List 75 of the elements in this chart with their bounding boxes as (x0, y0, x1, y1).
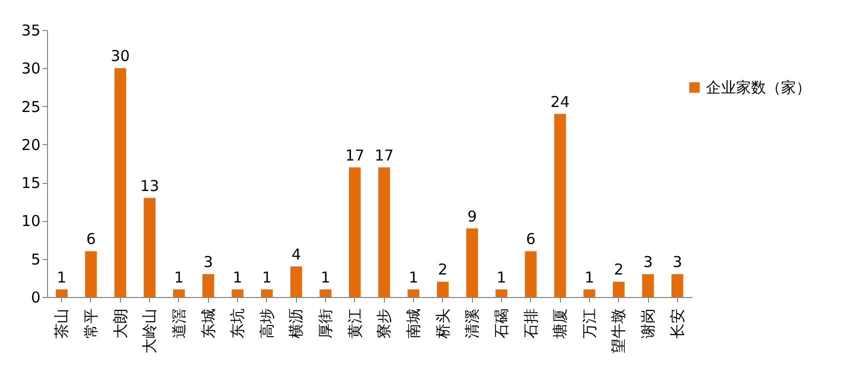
bar (144, 198, 156, 297)
data-label: 4 (291, 245, 301, 264)
x-tick-label: 寮步 (375, 308, 394, 338)
data-label: 30 (110, 47, 130, 66)
x-tick-label: 常平 (82, 308, 100, 338)
data-label: 6 (86, 230, 96, 248)
x-tick-label: 石碣 (492, 308, 510, 338)
data-label: 24 (550, 92, 570, 111)
x-tick-label: 南城 (404, 308, 422, 338)
y-tick-label: 30 (21, 60, 40, 78)
y-tick-label: 20 (21, 136, 40, 154)
data-label: 9 (467, 207, 477, 226)
x-tick-label: 长安 (668, 308, 686, 338)
x-tick-label: 高埗 (258, 308, 276, 338)
x-tick-label: 东坑 (228, 308, 247, 338)
data-label: 1 (584, 268, 594, 286)
x-tick-label: 清溪 (463, 308, 482, 338)
y-tick-label: 35 (21, 22, 40, 40)
x-tick-label: 东城 (199, 308, 218, 338)
bar (436, 282, 449, 297)
data-label: 1 (408, 268, 418, 286)
bar (378, 167, 390, 297)
data-label: 1 (56, 268, 66, 286)
data-label: 17 (374, 146, 394, 164)
bar (642, 274, 654, 297)
y-tick-label: 25 (21, 98, 40, 116)
data-label: 1 (262, 268, 272, 286)
y-tick-label: 0 (30, 288, 40, 306)
y-tick-label: 15 (21, 174, 40, 192)
y-tick-label: 10 (21, 212, 40, 230)
data-label: 3 (643, 253, 653, 272)
data-label: 3 (203, 253, 214, 272)
legend-label: 企业家数（家） (706, 78, 811, 96)
bar (320, 289, 332, 297)
bar (466, 228, 478, 297)
data-label: 1 (320, 268, 330, 286)
bar (232, 289, 244, 297)
x-tick-label: 厚街 (316, 308, 335, 338)
data-label: 3 (672, 253, 682, 272)
data-label: 13 (140, 176, 160, 195)
x-tick-label: 道滘 (170, 308, 188, 338)
bar (85, 251, 97, 297)
data-label: 1 (174, 268, 184, 286)
bar (173, 289, 185, 297)
x-tick-label: 塘厦 (551, 308, 570, 340)
bar (408, 289, 420, 297)
x-tick-label: 茶山 (52, 308, 71, 338)
bar (261, 289, 273, 297)
bar (56, 289, 68, 297)
x-tick-label: 谢岗 (639, 308, 658, 338)
bar (114, 68, 126, 297)
bar (584, 289, 596, 297)
bar (496, 289, 508, 297)
x-tick-label: 石排 (522, 308, 540, 338)
x-tick-label: 望牛墩 (610, 308, 628, 354)
bar (671, 274, 684, 297)
data-label: 17 (345, 146, 364, 164)
data-label: 1 (496, 268, 506, 286)
bar (348, 167, 361, 297)
bar (290, 266, 302, 297)
data-label: 6 (526, 230, 536, 248)
x-tick-label: 黄江 (346, 308, 364, 338)
bar (612, 282, 625, 297)
bar (202, 274, 214, 297)
x-tick-label: 桥头 (434, 308, 452, 340)
y-tick-label: 5 (30, 250, 40, 268)
bar (554, 114, 566, 297)
x-tick-label: 大朗 (111, 308, 130, 338)
data-label: 1 (232, 268, 242, 286)
bar (524, 251, 537, 297)
x-tick-label: 大岭山 (140, 308, 159, 354)
data-label: 2 (438, 260, 448, 279)
x-tick-label: 万江 (580, 308, 598, 338)
data-label: 2 (614, 260, 624, 279)
x-tick-label: 横沥 (287, 308, 306, 338)
